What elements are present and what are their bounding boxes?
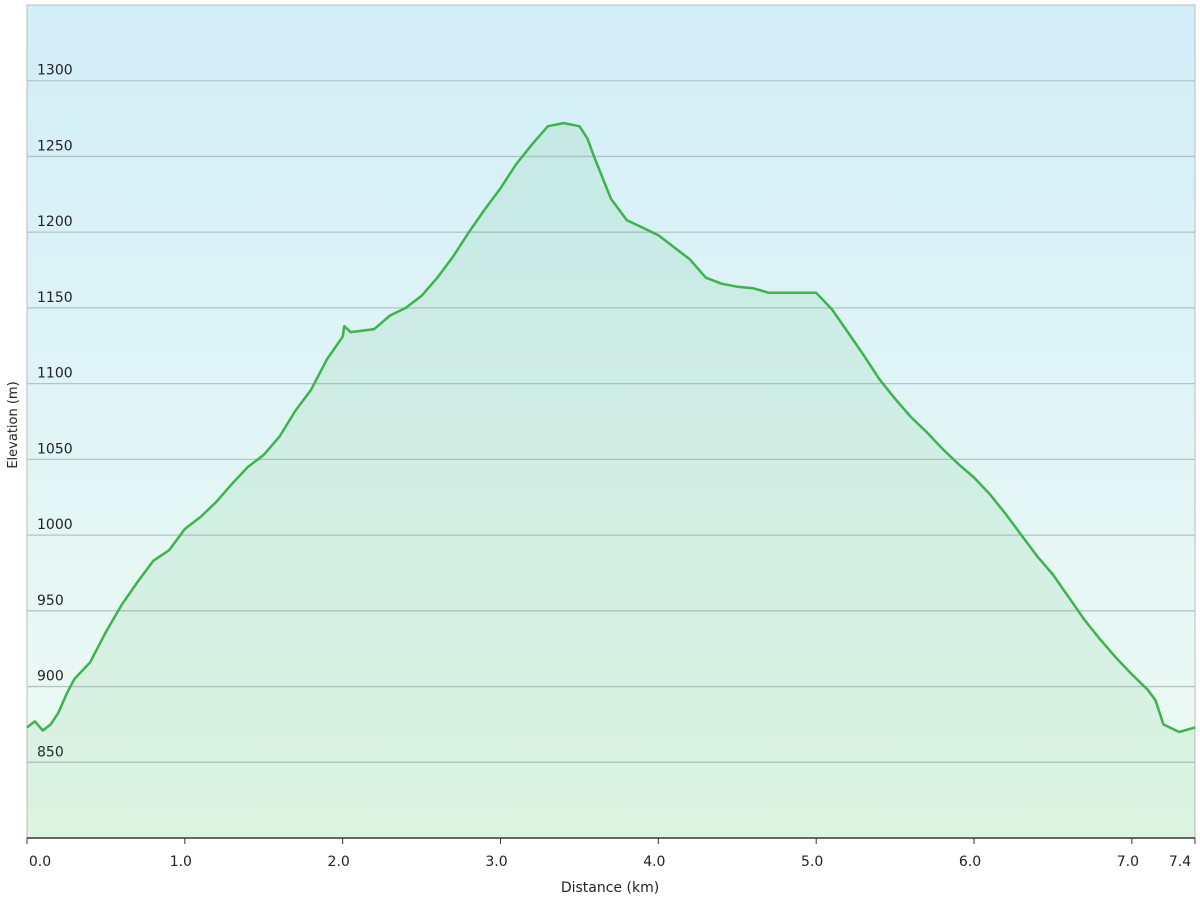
x-tick-label: 0.0 bbox=[29, 854, 51, 870]
x-tick-label: 3.0 bbox=[485, 854, 507, 870]
y-tick-label: 1300 bbox=[37, 63, 73, 79]
y-tick-label: 900 bbox=[37, 669, 64, 685]
elevation-line bbox=[26, 121, 1196, 734]
x-tick-label: 5.0 bbox=[801, 854, 823, 870]
y-tick-label: 850 bbox=[37, 744, 64, 760]
y-tick-label: 1100 bbox=[37, 366, 73, 382]
x-tick-label: 4.0 bbox=[643, 854, 665, 870]
y-tick-label: 1200 bbox=[37, 214, 73, 230]
x-tick-label: 7.0 bbox=[1117, 854, 1139, 870]
y-axis-label: Elevation (m) bbox=[6, 381, 21, 468]
y-tick-label: 1150 bbox=[37, 290, 73, 306]
area-fill bbox=[27, 123, 1195, 839]
y-tick-label: 1050 bbox=[37, 441, 73, 457]
plot-area bbox=[26, 4, 1196, 839]
x-tick-label: 7.4 bbox=[1169, 854, 1191, 870]
y-tick-label: 1000 bbox=[37, 517, 73, 533]
y-tick-label: 950 bbox=[37, 593, 64, 609]
x-tick-label: 2.0 bbox=[328, 854, 350, 870]
x-tick-label: 6.0 bbox=[959, 854, 981, 870]
x-axis-label: Distance (km) bbox=[561, 880, 659, 896]
x-tick-label: 1.0 bbox=[170, 854, 192, 870]
y-tick-label: 1250 bbox=[37, 138, 73, 154]
